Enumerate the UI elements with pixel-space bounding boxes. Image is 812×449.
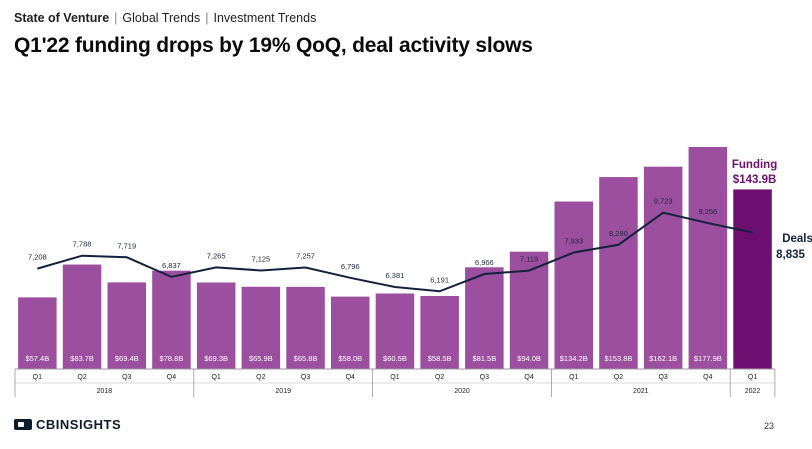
funding-value-label: $60.5B: [383, 354, 407, 363]
x-tick-label: Q3: [658, 374, 667, 381]
x-tick-label: Q1: [211, 374, 220, 381]
breadcrumb-separator: |: [205, 11, 209, 25]
funding-value-label: $177.9B: [694, 354, 722, 363]
deals-value-label: 7,933: [564, 236, 583, 245]
funding-value-label: $78.8B: [160, 354, 184, 363]
funding-value-label: $153.8B: [604, 354, 632, 363]
deals-value-label: 7,208: [28, 253, 47, 262]
deals-callout-label: Deals: [782, 233, 812, 245]
deals-value-label: 7,265: [207, 251, 226, 260]
year-label: 2018: [97, 388, 113, 395]
funding-bar: [599, 177, 638, 369]
funding-value-label: $69.3B: [204, 354, 228, 363]
year-label: 2021: [633, 388, 649, 395]
breadcrumb-item-topic[interactable]: Global Trends: [122, 11, 201, 25]
funding-bar: [196, 282, 236, 369]
deals-value-label: 6,837: [162, 261, 181, 270]
x-tick-label: Q2: [614, 374, 623, 381]
x-tick-label: Q1: [569, 374, 578, 381]
funding-bar: [509, 251, 549, 369]
page-title: Q1'22 funding drops by 19% QoQ, deal act…: [14, 34, 533, 57]
deals-value-label: 7,257: [296, 252, 315, 261]
x-tick-label: Q2: [256, 374, 265, 381]
deals-value-label: 7,788: [73, 240, 92, 249]
x-tick-label: Q3: [122, 374, 131, 381]
breadcrumb-separator: |: [114, 11, 118, 25]
funding-bar: [107, 282, 146, 369]
breadcrumb-item-section[interactable]: State of Venture: [14, 11, 110, 25]
funding-bar: [733, 189, 772, 369]
deals-value-label: 8,280: [609, 229, 628, 238]
x-tick-label: Q2: [77, 374, 86, 381]
funding-bar: [643, 166, 683, 369]
funding-value-label: $162.1B: [649, 354, 677, 363]
page-number: 23: [763, 421, 774, 431]
funding-value-label: $57.4B: [25, 354, 49, 363]
deals-value-label: 6,966: [475, 258, 494, 267]
cbinsights-logo: CBINSIGHTS: [14, 417, 121, 432]
funding-value-label: $81.5B: [472, 354, 496, 363]
funding-bar: [62, 264, 102, 369]
funding-value-label: $134.2B: [560, 354, 588, 363]
funding-bar: [688, 147, 728, 369]
x-tick-label: Q4: [524, 374, 533, 381]
x-tick-label: Q1: [33, 374, 42, 381]
deals-value-label: 9,256: [698, 207, 717, 216]
deals-value-label: 6,381: [386, 271, 405, 280]
funding-value-label: $65.9B: [249, 354, 273, 363]
cbinsights-logo-icon: [14, 419, 32, 430]
breadcrumb-item-subtopic[interactable]: Investment Trends: [213, 11, 317, 25]
funding-bar: [331, 296, 370, 369]
x-tick-label: Q1: [748, 374, 757, 381]
x-tick-label: Q3: [301, 374, 310, 381]
funding-value-label: $94.0B: [517, 354, 541, 363]
funding-value-label: $58.5B: [428, 354, 452, 363]
funding-bar: [375, 293, 415, 369]
funding-value-label: $83.7B: [70, 354, 94, 363]
funding-bar: [420, 295, 459, 369]
funding-bar: [554, 201, 593, 369]
x-tick-label: Q3: [480, 374, 489, 381]
x-tick-label: Q4: [346, 374, 355, 381]
year-label: 2022: [745, 388, 761, 395]
funding-bar: [18, 297, 57, 369]
funding-value-label: $69.4B: [115, 354, 139, 363]
funding-callout-label: Funding: [732, 159, 777, 171]
funding-callout-value: $143.9B: [733, 174, 776, 186]
year-label: 2020: [454, 388, 470, 395]
funding-bar: [241, 286, 281, 369]
x-tick-label: Q4: [703, 374, 712, 381]
funding-bar: [286, 286, 325, 369]
deals-callout-value: 8,835: [776, 249, 805, 261]
funding-value-label: $65.8B: [294, 354, 318, 363]
funding-bar: [152, 270, 191, 369]
x-tick-label: Q4: [167, 374, 176, 381]
deals-value-label: 6,191: [430, 275, 449, 284]
x-tick-label: Q2: [435, 374, 444, 381]
breadcrumb: State of Venture | Global Trends | Investmen…: [14, 11, 316, 25]
deals-value-label: 6,796: [341, 262, 360, 271]
deals-value-label: 7,719: [117, 241, 136, 250]
funding-value-label: $58.0B: [338, 354, 362, 363]
x-tick-label: Q1: [390, 374, 399, 381]
deals-value-label: 7,119: [520, 255, 538, 264]
logo-text: CBINSIGHTS: [36, 417, 122, 432]
deals-value-label: 7,125: [251, 254, 270, 263]
funding-bar: [465, 267, 504, 369]
deals-value-label: 9,723: [654, 197, 673, 206]
year-label: 2019: [275, 388, 291, 395]
